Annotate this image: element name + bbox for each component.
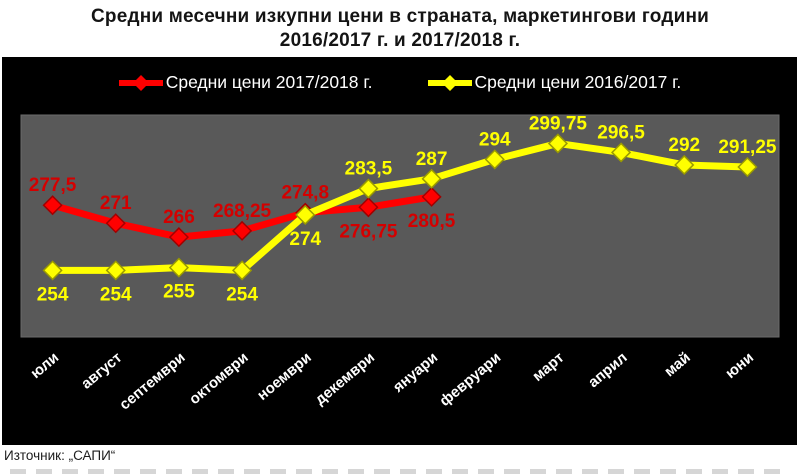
data-point-marker xyxy=(358,178,379,199)
chart-title-line-1: Средни месечни изкупни цени в страната, … xyxy=(90,6,710,27)
chart-legend: Средни цени 2017/2018 г. Средни цени 201… xyxy=(2,72,797,93)
data-label-series-1: 254 xyxy=(37,284,69,305)
data-label-series-1: 254 xyxy=(226,284,258,305)
x-axis-label: декември xyxy=(312,349,378,408)
data-label-series-1: 292 xyxy=(668,135,700,156)
x-axis-label: април xyxy=(585,349,631,391)
chart-title-line-2: 2016/2017 г. и 2017/2018 г. xyxy=(279,30,521,51)
data-label-series-1: 299,75 xyxy=(529,113,588,134)
data-point-marker xyxy=(42,260,63,281)
data-point-marker xyxy=(42,195,63,216)
chart-frame: Средни цени 2017/2018 г. Средни цени 201… xyxy=(2,57,797,445)
plot-area xyxy=(20,114,780,338)
legend-item-2017-2018: Средни цени 2017/2018 г. xyxy=(118,72,373,93)
x-axis-label: септември xyxy=(116,349,188,413)
x-axis-label: август xyxy=(78,349,125,393)
series-line-1 xyxy=(49,139,751,274)
data-label-series-1: 254 xyxy=(100,284,132,305)
legend-label-2016-2017: Средни цени 2016/2017 г. xyxy=(474,72,682,92)
data-point-marker xyxy=(358,197,379,218)
data-point-marker xyxy=(421,186,442,207)
data-label-series-1: 287 xyxy=(416,149,448,170)
clipped-text-line xyxy=(10,469,786,474)
data-label-series-1: 255 xyxy=(163,282,195,303)
data-point-marker xyxy=(484,149,505,170)
data-point-marker xyxy=(168,257,189,278)
data-point-marker xyxy=(421,168,442,189)
data-point-marker xyxy=(737,156,758,178)
chart-title: Средни месечни изкупни цени в страната, … xyxy=(0,5,800,53)
x-axis-label: февруари xyxy=(436,349,504,410)
legend-marker-yellow xyxy=(427,74,472,91)
x-axis-label: май xyxy=(661,349,694,380)
data-point-marker xyxy=(105,213,126,234)
data-label-series-0: 274,8 xyxy=(281,183,329,204)
data-point-marker xyxy=(168,227,189,248)
data-label-series-1: 274 xyxy=(289,229,321,250)
data-point-marker xyxy=(232,260,253,281)
x-axis-label: октомври xyxy=(186,349,252,408)
data-label-series-0: 280,5 xyxy=(408,211,456,232)
data-label-series-1: 294 xyxy=(479,129,511,150)
data-label-series-0: 276,75 xyxy=(339,221,398,242)
data-label-series-0: 266 xyxy=(163,207,195,228)
x-axis-label: юли xyxy=(27,349,62,382)
data-label-series-1: 283,5 xyxy=(345,159,393,180)
data-point-marker xyxy=(295,204,316,225)
data-label-series-0: 268,25 xyxy=(213,201,272,222)
x-axis-label: януари xyxy=(390,349,441,396)
data-label-series-1: 291,25 xyxy=(718,137,777,158)
data-point-marker xyxy=(547,133,568,154)
x-axis-label: март xyxy=(529,349,567,385)
legend-marker-red xyxy=(118,74,163,91)
source-note: Източник: „САПИ“ xyxy=(4,448,116,463)
data-point-marker xyxy=(611,142,632,163)
data-label-series-0: 271 xyxy=(100,193,132,214)
data-label-series-0: 277,5 xyxy=(29,175,77,196)
data-label-series-1: 296,5 xyxy=(597,122,645,143)
plot-canvas: 277,5 271 266 268,25 274,8 276,75 280,5 254 254 2… xyxy=(20,113,780,413)
x-axis-label: юни xyxy=(722,349,757,382)
data-point-marker xyxy=(232,220,253,241)
legend-label-2017-2018: Средни цени 2017/2018 г. xyxy=(165,72,373,92)
data-point-marker xyxy=(105,260,126,281)
legend-diamond-icon xyxy=(132,74,149,91)
data-point-marker xyxy=(674,154,695,176)
legend-diamond-icon xyxy=(441,74,458,91)
x-axis-label: ноември xyxy=(254,349,315,404)
legend-item-2016-2017: Средни цени 2016/2017 г. xyxy=(427,72,682,93)
